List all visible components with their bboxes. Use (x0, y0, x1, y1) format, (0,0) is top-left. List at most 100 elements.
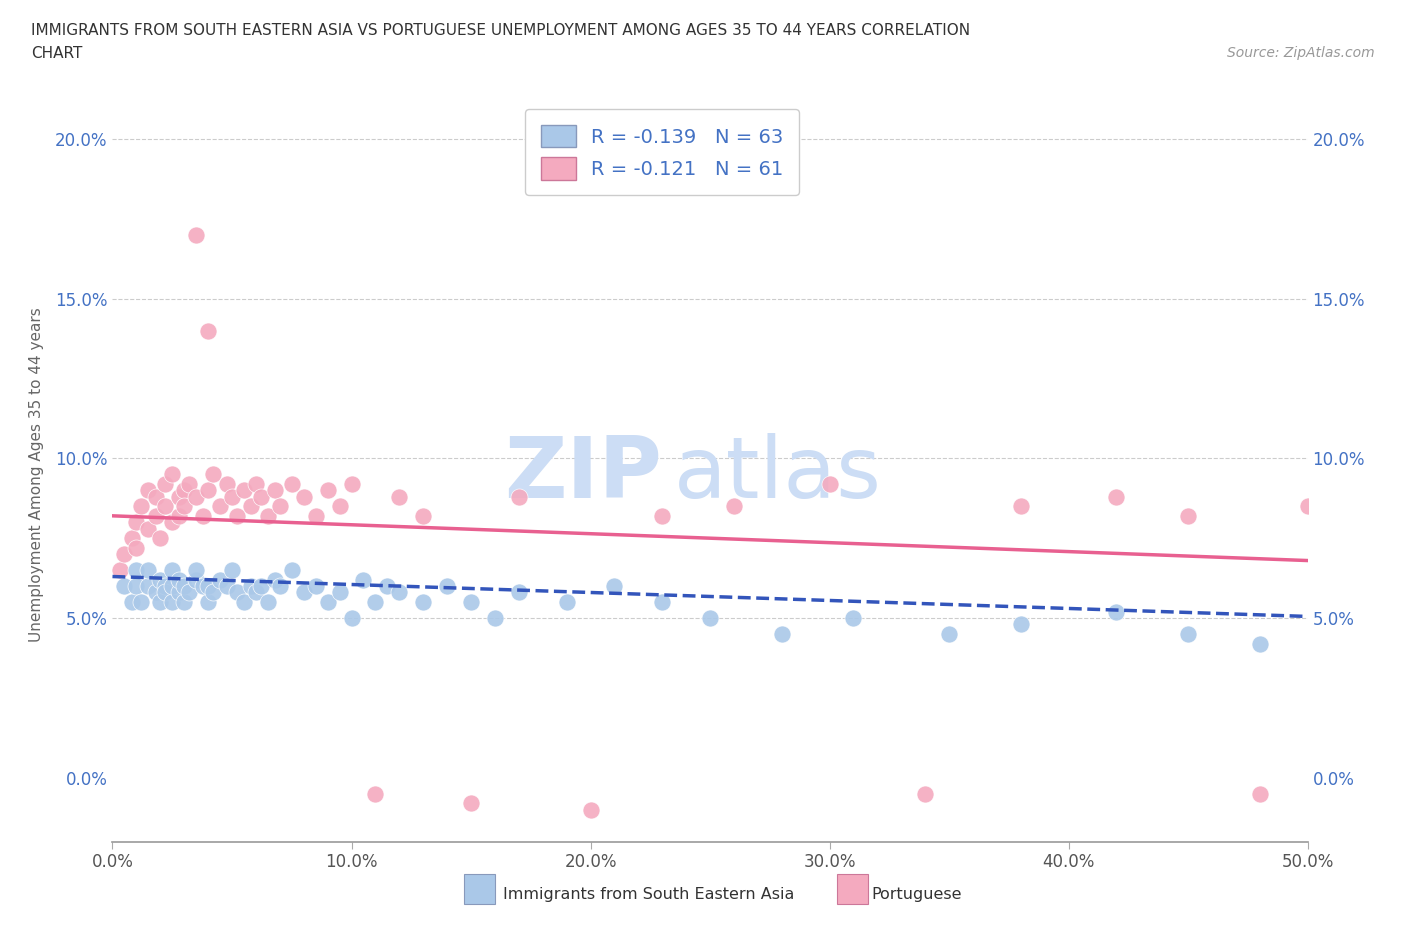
Point (257, 594, 280, 609)
Point (723, 498, 745, 513)
Point (842, 611, 865, 626)
Point (145, 489, 167, 504)
Point (249, 578, 271, 593)
Point (169, 572, 191, 587)
Point (186, 489, 208, 504)
Point (233, 483, 256, 498)
Point (209, 498, 232, 513)
Point (264, 572, 287, 587)
Point (108, 563, 131, 578)
Point (460, 796, 482, 811)
Point (555, 594, 578, 609)
Text: atlas: atlas (675, 432, 882, 516)
Point (162, 578, 183, 593)
Point (169, 585, 191, 600)
Point (340, 611, 363, 626)
Point (153, 498, 176, 513)
Point (460, 594, 482, 609)
Point (269, 498, 291, 513)
Point (149, 572, 172, 587)
Point (340, 476, 363, 491)
Point (169, 509, 191, 524)
Point (292, 585, 315, 600)
Point (1344, 515, 1367, 530)
Point (162, 515, 183, 530)
Point (245, 476, 267, 491)
Point (1105, 489, 1128, 504)
Point (197, 594, 219, 609)
Point (281, 563, 304, 578)
Point (125, 578, 148, 593)
Point (1249, 636, 1271, 651)
Point (257, 509, 280, 524)
Point (193, 509, 215, 524)
Point (305, 578, 328, 593)
Point (436, 578, 458, 593)
Point (225, 585, 247, 600)
Text: CHART: CHART (31, 46, 83, 61)
Point (388, 585, 411, 600)
Text: Portuguese: Portuguese (872, 887, 962, 902)
Point (316, 483, 339, 498)
Point (193, 578, 215, 593)
Point (412, 594, 434, 609)
Point (1320, 489, 1343, 504)
Point (221, 489, 243, 504)
Point (197, 483, 219, 498)
Point (1177, 509, 1199, 524)
Point (914, 786, 936, 801)
Point (121, 594, 143, 609)
Point (352, 572, 374, 587)
Point (173, 594, 195, 609)
Point (1177, 627, 1199, 642)
Text: ZIP: ZIP (505, 432, 662, 516)
Point (1368, 498, 1391, 513)
Point (153, 585, 176, 600)
Point (186, 227, 208, 242)
Point (651, 509, 673, 524)
Point (1296, 498, 1319, 513)
Text: IMMIGRANTS FROM SOUTH EASTERN ASIA VS PORTUGUESE UNEMPLOYMENT AMONG AGES 35 TO 4: IMMIGRANTS FROM SOUTH EASTERN ASIA VS PO… (31, 23, 970, 38)
Y-axis label: Unemployment Among Ages 35 to 44 years: Unemployment Among Ages 35 to 44 years (30, 307, 44, 642)
Point (125, 540, 148, 555)
Point (197, 323, 219, 338)
Point (225, 509, 247, 524)
Point (240, 498, 263, 513)
Point (292, 489, 315, 504)
Point (114, 578, 135, 593)
Point (770, 627, 793, 642)
Point (129, 498, 152, 513)
Point (149, 594, 172, 609)
Point (233, 594, 256, 609)
Point (388, 489, 411, 504)
Point (125, 515, 148, 530)
Point (364, 594, 387, 609)
Legend: R = -0.139   N = 63, R = -0.121   N = 61: R = -0.139 N = 63, R = -0.121 N = 61 (526, 110, 799, 195)
Point (201, 467, 224, 482)
Point (125, 563, 148, 578)
Point (145, 509, 167, 524)
Point (329, 585, 352, 600)
Point (1249, 786, 1271, 801)
Point (186, 572, 208, 587)
Point (818, 476, 841, 491)
Point (603, 578, 626, 593)
Point (508, 585, 530, 600)
Point (245, 585, 267, 600)
Point (221, 563, 243, 578)
Point (249, 489, 271, 504)
Point (173, 578, 195, 593)
Point (138, 521, 160, 536)
Point (651, 594, 673, 609)
Point (1010, 498, 1032, 513)
Point (177, 585, 200, 600)
Point (162, 594, 183, 609)
Point (281, 476, 304, 491)
Point (197, 578, 219, 593)
Point (153, 476, 176, 491)
Text: Immigrants from South Eastern Asia: Immigrants from South Eastern Asia (503, 887, 794, 902)
Point (138, 578, 160, 593)
Point (364, 786, 387, 801)
Point (149, 531, 172, 546)
Point (240, 578, 263, 593)
